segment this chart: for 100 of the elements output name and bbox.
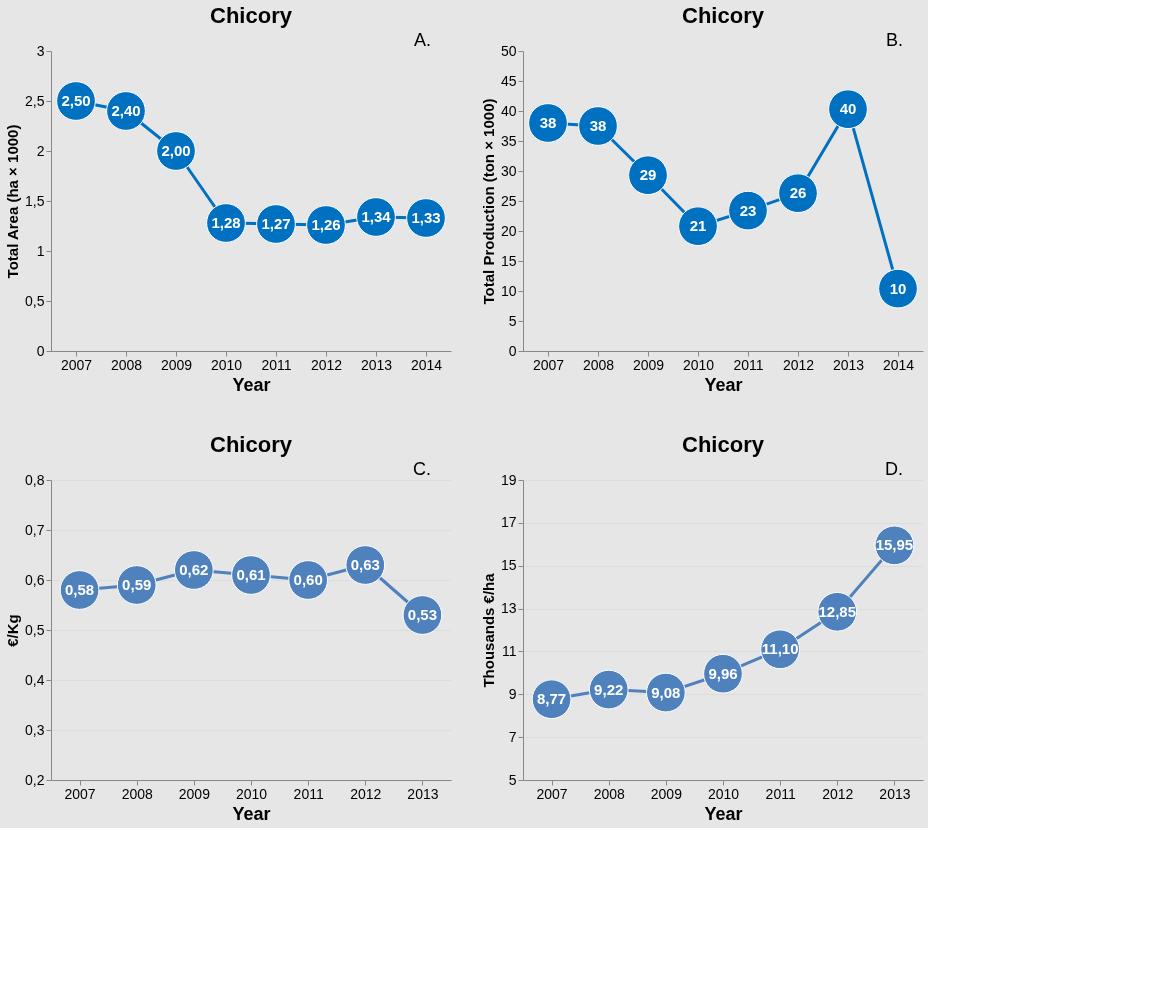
data-label: 15,95 (875, 536, 914, 554)
x-tick-label: 2007 (536, 785, 568, 802)
x-tick-label: 2011 (261, 356, 292, 373)
data-label: 26 (789, 184, 807, 202)
y-tick-label: 9 (508, 685, 517, 702)
point (628, 155, 668, 196)
text: A. (413, 30, 431, 50)
x-tick-label: 2009 (178, 785, 211, 802)
data-label: 1,27 (261, 215, 291, 232)
data-label: 2,00 (161, 142, 191, 159)
data-label: 2,40 (111, 102, 141, 119)
y-tick-label: 20 (500, 222, 517, 239)
y-tick-label: 45 (500, 72, 517, 89)
x-tick-label: 2007 (60, 356, 93, 373)
x-axis-title: Year (704, 374, 743, 395)
y-tick-label: 2 (36, 142, 45, 159)
point (528, 103, 568, 143)
y-tick-label: 0,8 (25, 471, 45, 488)
y-tick-label: 0,7 (25, 521, 45, 538)
x-axis-title: Year (704, 803, 743, 824)
y-axis-title: Total Production (ton × 1000) (479, 98, 497, 305)
x-tick-label: 2013 (360, 356, 393, 373)
text: C. (413, 459, 431, 479)
y-tick-label: 50 (500, 42, 517, 59)
point (678, 206, 718, 247)
text: D. (885, 459, 903, 479)
x-tick-label: 2013 (832, 356, 865, 373)
x-tick-label: 2007 (532, 356, 565, 373)
y-tick-label: 40 (500, 102, 517, 119)
x-tick-label: 2014 (882, 356, 915, 373)
y-axis-title: Thousands €/ha (479, 572, 497, 688)
y-tick-label: 13 (500, 600, 517, 617)
data-label: 1,34 (361, 208, 392, 225)
y-tick-label: 7 (508, 728, 517, 745)
y-tick-label: 0 (508, 342, 517, 359)
x-tick-label: 2009 (632, 356, 665, 373)
y-tick-label: 3 (36, 42, 45, 59)
y-tick-label: 0,4 (25, 671, 45, 688)
x-tick-label: 2011 (733, 356, 764, 373)
y-tick-label: 30 (500, 162, 517, 179)
y-tick-label: 0,6 (25, 571, 45, 588)
x-tick-label: 2013 (879, 785, 911, 802)
x-tick-label: 2008 (582, 356, 615, 373)
x-tick-label: 2014 (410, 356, 443, 373)
x-tick-label: 2010 (707, 785, 740, 802)
x-tick-label: 2012 (350, 785, 382, 802)
x-tick-label: 2012 (310, 356, 343, 373)
data-label: 2,50 (61, 92, 91, 109)
x-axis-title: Year (232, 374, 271, 395)
x-tick-label: 2010 (682, 356, 715, 373)
y-tick-label: 25 (500, 192, 517, 209)
y-tick-label: 11 (501, 642, 517, 659)
point (578, 106, 618, 146)
data-label: 38 (539, 114, 557, 131)
y-axis-title: Total Area (ha × 1000) (4, 124, 22, 279)
point (878, 268, 918, 309)
data-label: 29 (639, 166, 657, 184)
y-tick-label: 10 (500, 282, 517, 299)
point (828, 89, 868, 130)
x-tick-label: 2007 (64, 785, 96, 802)
y-tick-label: 15 (500, 252, 517, 269)
y-tick-label: 0,2 (25, 771, 45, 788)
y-tick-label: 1,5 (25, 192, 45, 209)
x-tick-label: 2013 (407, 785, 439, 802)
x-tick-label: 2009 (650, 785, 683, 802)
data-label: 0,63 (350, 556, 380, 573)
chart-title: Chicory (210, 3, 293, 28)
x-tick-label: 2008 (593, 785, 625, 802)
chart-title: Chicory (682, 432, 765, 457)
y-tick-label: 0 (36, 342, 45, 359)
data-label: 1,28 (211, 214, 241, 231)
y-tick-label: 0,5 (25, 621, 45, 638)
data-label: 0,62 (179, 561, 209, 578)
data-label: 9,08 (651, 683, 681, 701)
x-tick-label: 2012 (782, 356, 815, 373)
data-label: 0,53 (407, 606, 438, 623)
x-tick-label: 2011 (293, 785, 324, 802)
data-label: 1,33 (411, 209, 441, 226)
chart-title: Chicory (682, 3, 765, 28)
x-tick-label: 2010 (235, 785, 268, 802)
y-tick-label: 0,5 (25, 292, 45, 309)
data-label: 40 (839, 100, 857, 118)
point (728, 190, 768, 231)
y-tick-label: 35 (500, 132, 517, 149)
y-tick-label: 1 (36, 242, 45, 259)
x-tick-label: 2011 (765, 785, 796, 802)
x-tick-label: 2008 (121, 785, 153, 802)
y-tick-label: 0,3 (25, 721, 45, 738)
x-tick-label: 2009 (160, 356, 193, 373)
x-axis-title: Year (232, 803, 271, 824)
data-label: 10 (889, 279, 907, 297)
data-label: 38 (589, 117, 607, 134)
x-tick-label: 2008 (110, 356, 143, 373)
y-tick-label: 15 (500, 557, 517, 574)
data-label: 8,77 (536, 690, 567, 708)
data-label: 9,22 (594, 680, 624, 698)
data-label: 0,58 (64, 581, 95, 598)
data-label: 23 (739, 201, 757, 219)
data-label: 0,60 (293, 571, 323, 588)
point (778, 173, 818, 214)
